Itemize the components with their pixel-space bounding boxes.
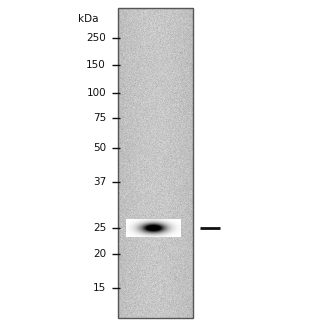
Text: 25: 25 [93,223,106,233]
Text: 15: 15 [93,283,106,293]
Text: 100: 100 [86,88,106,98]
Text: kDa: kDa [78,14,98,24]
Text: 50: 50 [93,143,106,153]
Text: 250: 250 [86,33,106,43]
Text: 20: 20 [93,249,106,259]
Text: 150: 150 [86,60,106,70]
Text: 37: 37 [93,177,106,187]
Bar [118,8,193,318]
Text: 75: 75 [93,113,106,123]
